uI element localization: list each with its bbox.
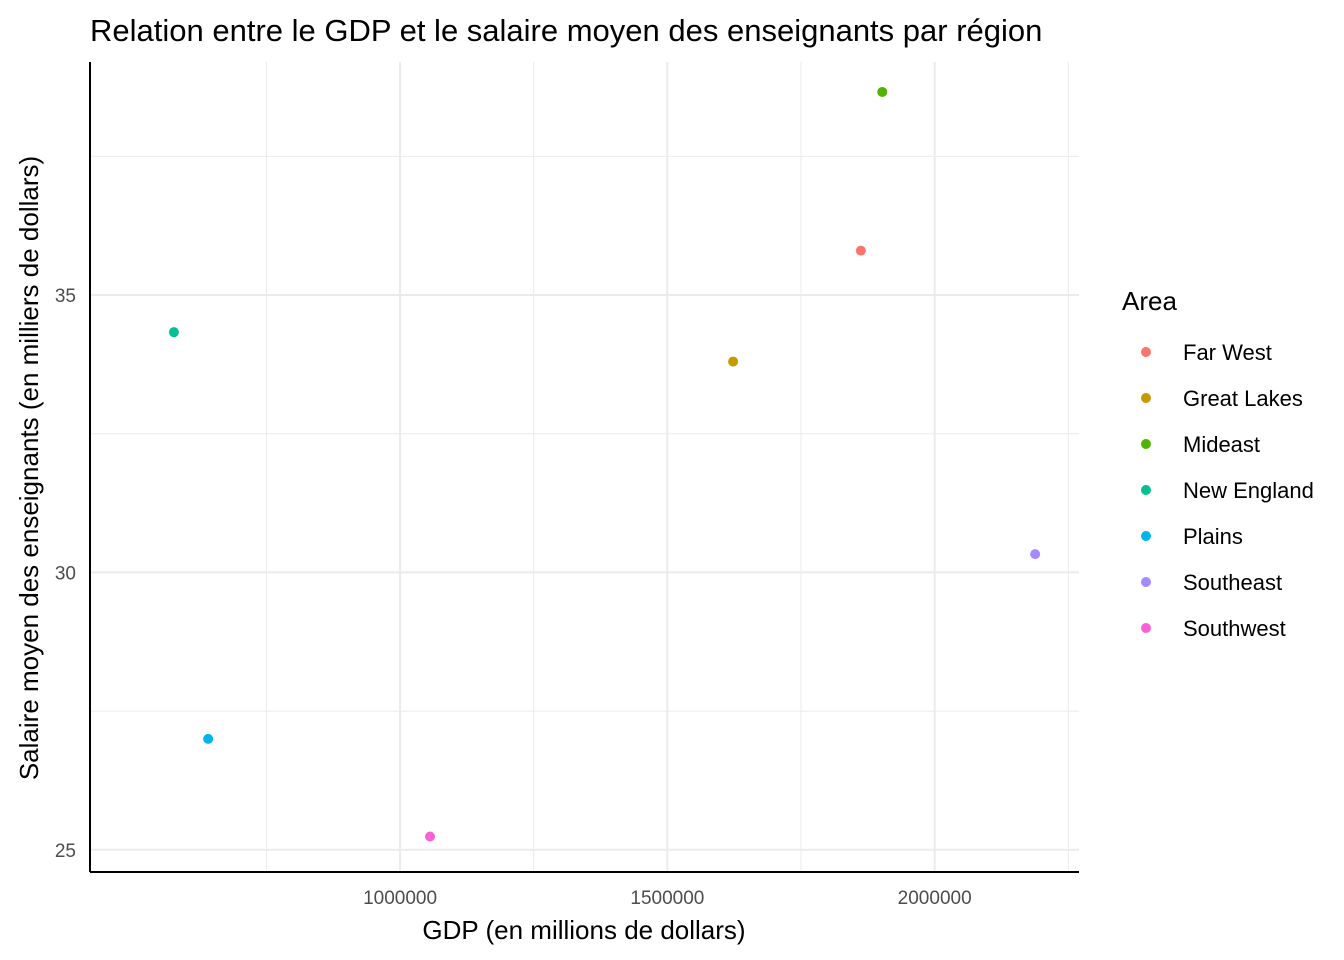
legend-key (1141, 577, 1151, 587)
x-tick-label: 2000000 (898, 888, 972, 909)
x-tick-label: 1500000 (630, 888, 704, 909)
legend-label: Southeast (1183, 570, 1282, 595)
legend-key (1141, 485, 1151, 495)
data-point (855, 245, 866, 256)
legend-label: Great Lakes (1183, 386, 1303, 411)
y-axis-title: Salaire moyen des enseignants (en millie… (14, 156, 44, 780)
y-tick-label: 30 (55, 563, 76, 584)
data-point (1030, 549, 1041, 560)
tick-labels: 1000000 1500000 2000000 25 30 35 (55, 286, 972, 909)
legend: Area Far West Great Lakes Mideast New Engla… (1122, 286, 1314, 641)
y-tick-label: 25 (55, 841, 76, 862)
legend-key (1141, 439, 1151, 449)
legend-label: Far West (1183, 340, 1272, 365)
legend-label: Southwest (1183, 616, 1286, 641)
legend-key (1141, 393, 1151, 403)
data-point (425, 831, 436, 842)
grid-lines (90, 62, 1079, 872)
legend-title: Area (1122, 286, 1177, 316)
legend-key (1141, 623, 1151, 633)
legend-label: New England (1183, 478, 1314, 503)
axes (89, 62, 1079, 873)
legend-key (1141, 347, 1151, 357)
x-tick-label: 1000000 (363, 888, 437, 909)
legend-key (1141, 531, 1151, 541)
data-point (168, 327, 179, 338)
legend-label: Plains (1183, 524, 1243, 549)
data-points (168, 86, 1041, 842)
x-axis-title: GDP (en millions de dollars) (422, 915, 745, 945)
y-tick-label: 35 (55, 286, 76, 307)
data-point (877, 86, 888, 97)
data-point (203, 733, 214, 744)
chart-title: Relation entre le GDP et le salaire moye… (90, 13, 1042, 48)
legend-label: Mideast (1183, 432, 1260, 457)
data-point (728, 356, 739, 367)
